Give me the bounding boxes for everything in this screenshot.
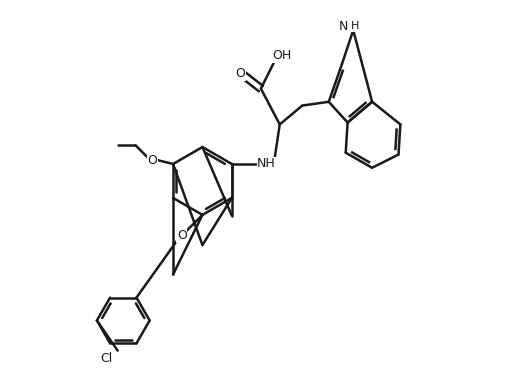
Text: O: O (235, 67, 245, 80)
Text: N: N (339, 20, 349, 33)
Text: H: H (351, 21, 359, 31)
Text: Cl: Cl (100, 352, 112, 365)
Text: O: O (177, 229, 186, 242)
Text: NH: NH (257, 158, 276, 170)
Text: O: O (148, 154, 157, 167)
Text: OH: OH (272, 49, 291, 62)
